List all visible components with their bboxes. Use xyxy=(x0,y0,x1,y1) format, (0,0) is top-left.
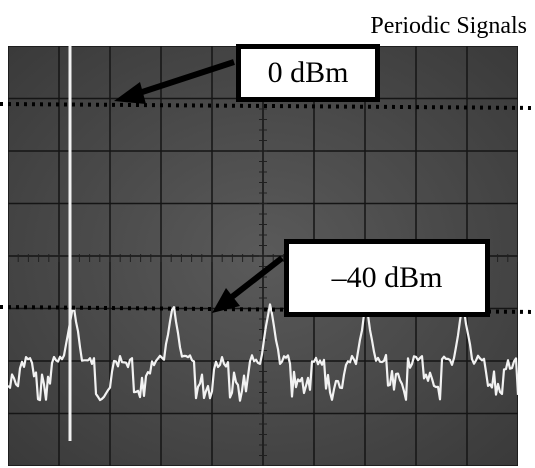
label-minus40dbm: –40 dBm xyxy=(284,239,490,317)
spectrum-trace xyxy=(8,300,518,402)
figure-title: Periodic Signals xyxy=(370,13,527,39)
label-0dbm: 0 dBm xyxy=(236,44,380,102)
